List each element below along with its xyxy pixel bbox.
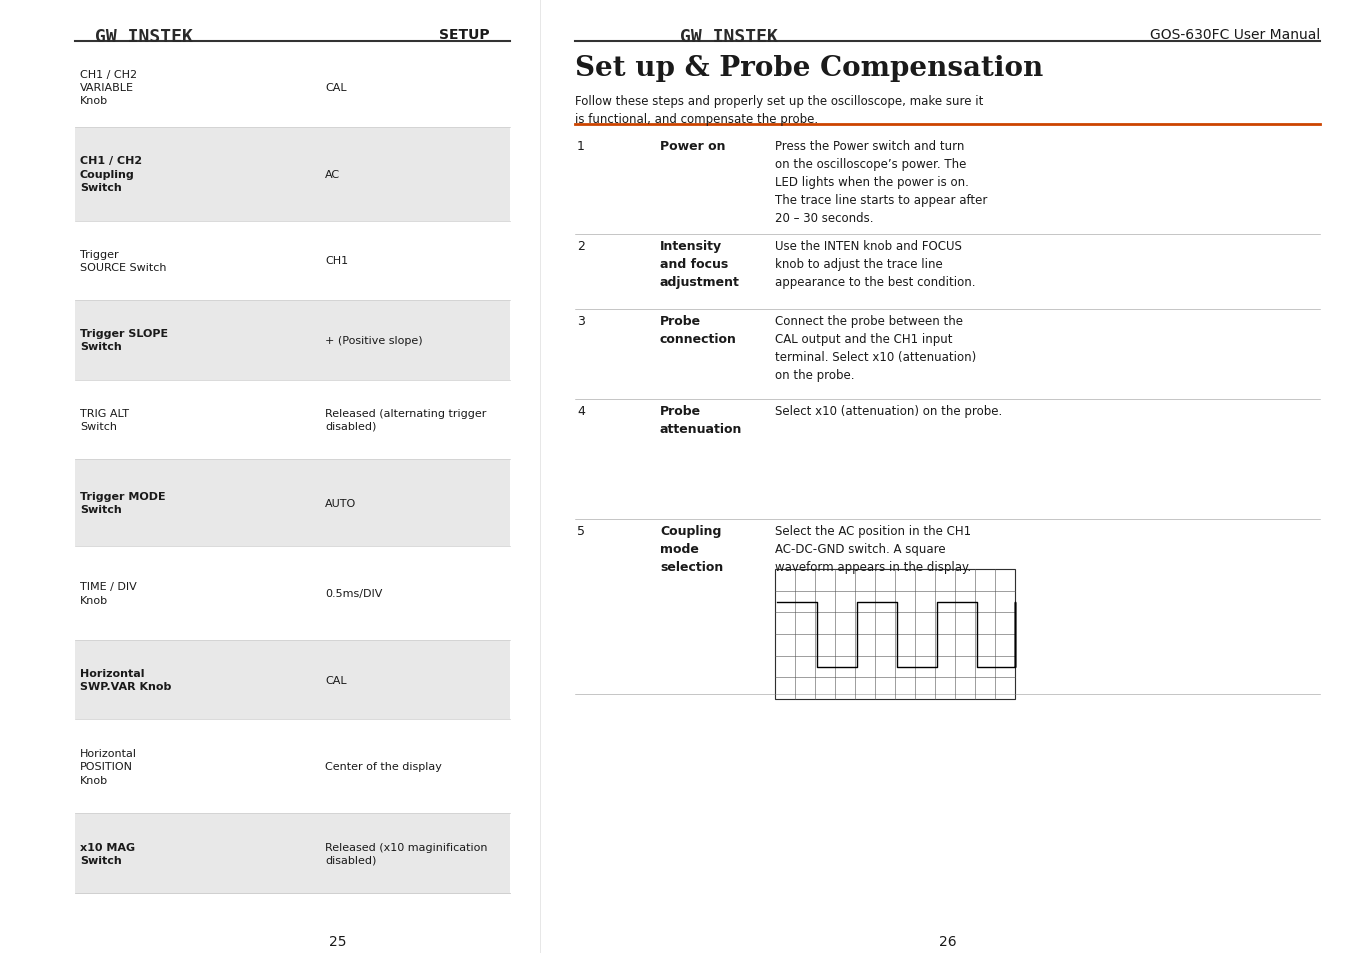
Text: Coupling
mode
selection: Coupling mode selection	[660, 524, 724, 574]
Text: TIME / DIV
Knob: TIME / DIV Knob	[80, 581, 136, 605]
Text: Released (alternating trigger
disabled): Released (alternating trigger disabled)	[325, 408, 486, 432]
Text: 5: 5	[576, 524, 585, 537]
Text: 2: 2	[576, 240, 585, 253]
Text: 4: 4	[576, 405, 585, 417]
Text: CH1: CH1	[325, 256, 348, 266]
Bar	[775, 569, 1015, 700]
Text: Horizontal
POSITION
Knob: Horizontal POSITION Knob	[80, 748, 136, 785]
Text: Probe
connection: Probe connection	[660, 314, 737, 346]
Text: Power on: Power on	[660, 140, 725, 152]
Text: Released (x10 maginification
disabled): Released (x10 maginification disabled)	[325, 841, 487, 865]
Text: Set up & Probe Compensation: Set up & Probe Compensation	[575, 55, 1044, 82]
Text: CH1 / CH2
Coupling
Switch: CH1 / CH2 Coupling Switch	[80, 156, 142, 193]
Text: AUTO: AUTO	[325, 498, 356, 508]
Text: 1: 1	[576, 140, 585, 152]
Text: GOS-630FC User Manual: GOS-630FC User Manual	[1150, 28, 1320, 42]
Text: CAL: CAL	[325, 675, 347, 685]
Text: x10 MAG
Switch: x10 MAG Switch	[80, 841, 135, 865]
Text: Trigger SLOPE
Switch: Trigger SLOPE Switch	[80, 329, 169, 352]
Text: Use the INTEN knob and FOCUS
knob to adjust the trace line
appearance to the bes: Use the INTEN knob and FOCUS knob to adj…	[775, 240, 976, 289]
Text: Select x10 (attenuation) on the probe.: Select x10 (attenuation) on the probe.	[775, 405, 1002, 417]
Text: AC: AC	[325, 170, 340, 179]
Text: 26: 26	[938, 934, 956, 948]
Text: 3: 3	[576, 314, 585, 328]
Text: Horizontal
SWP.VAR Knob: Horizontal SWP.VAR Knob	[80, 668, 171, 692]
Text: Press the Power switch and turn
on the oscilloscope’s power. The
LED lights when: Press the Power switch and turn on the o…	[775, 140, 987, 225]
Text: CAL: CAL	[325, 83, 347, 92]
Text: 0.5ms/DIV: 0.5ms/DIV	[325, 588, 382, 598]
Text: Intensity
and focus
adjustment: Intensity and focus adjustment	[660, 240, 740, 289]
Text: Follow these steps and properly set up the oscilloscope, make sure it
is functio: Follow these steps and properly set up t…	[575, 95, 983, 126]
Bar	[76, 814, 510, 893]
Text: + (Positive slope): + (Positive slope)	[325, 335, 423, 346]
Text: 25: 25	[329, 934, 346, 948]
Bar	[76, 459, 510, 546]
Text: Select the AC position in the CH1
AC-DC-GND switch. A square
waveform appears in: Select the AC position in the CH1 AC-DC-…	[775, 524, 971, 574]
Text: GW INSTEK: GW INSTEK	[95, 28, 193, 46]
Bar	[76, 640, 510, 720]
Text: CH1 / CH2
VARIABLE
Knob: CH1 / CH2 VARIABLE Knob	[80, 70, 138, 106]
Text: Probe
attenuation: Probe attenuation	[660, 405, 742, 436]
Text: Connect the probe between the
CAL output and the CH1 input
terminal. Select x10 : Connect the probe between the CAL output…	[775, 314, 976, 381]
Text: TRIG ALT
Switch: TRIG ALT Switch	[80, 408, 130, 432]
Text: Trigger
SOURCE Switch: Trigger SOURCE Switch	[80, 250, 166, 273]
Text: SETUP: SETUP	[439, 28, 490, 42]
Bar	[76, 128, 510, 221]
Text: Trigger MODE
Switch: Trigger MODE Switch	[80, 492, 166, 515]
Text: Center of the display: Center of the display	[325, 761, 441, 772]
Text: GW INSTEK: GW INSTEK	[680, 28, 778, 46]
Bar	[76, 301, 510, 380]
